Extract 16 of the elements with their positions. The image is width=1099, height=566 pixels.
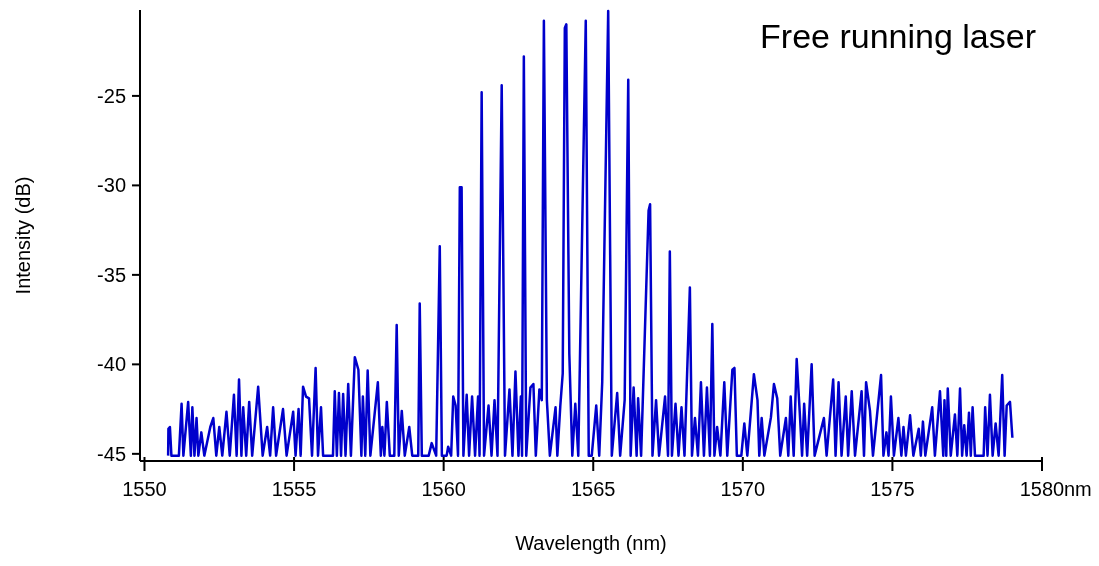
x-axis-title: Wavelength (nm) bbox=[515, 532, 667, 554]
x-tick-label: 1560 bbox=[421, 478, 466, 500]
x-tick-label: 1575 bbox=[870, 478, 915, 500]
x-tick-label: 1550 bbox=[122, 478, 167, 500]
x-tick-label: 1565 bbox=[570, 478, 616, 500]
x-tick-label: 1570 bbox=[720, 478, 766, 500]
chart-title: Free running laser bbox=[760, 17, 1036, 55]
y-tick-label: -45 bbox=[97, 442, 126, 465]
y-axis-title: Intensity (dB) bbox=[12, 176, 34, 295]
y-tick-label: -40 bbox=[97, 353, 126, 376]
y-tick-label: -35 bbox=[97, 263, 126, 286]
y-tick-label: -30 bbox=[97, 174, 126, 197]
text: nm bbox=[1064, 478, 1092, 500]
x-tick-label: 1555 bbox=[271, 478, 317, 500]
x-tick-label: 1580 bbox=[1019, 478, 1065, 500]
y-tick-label: -25 bbox=[97, 84, 126, 107]
